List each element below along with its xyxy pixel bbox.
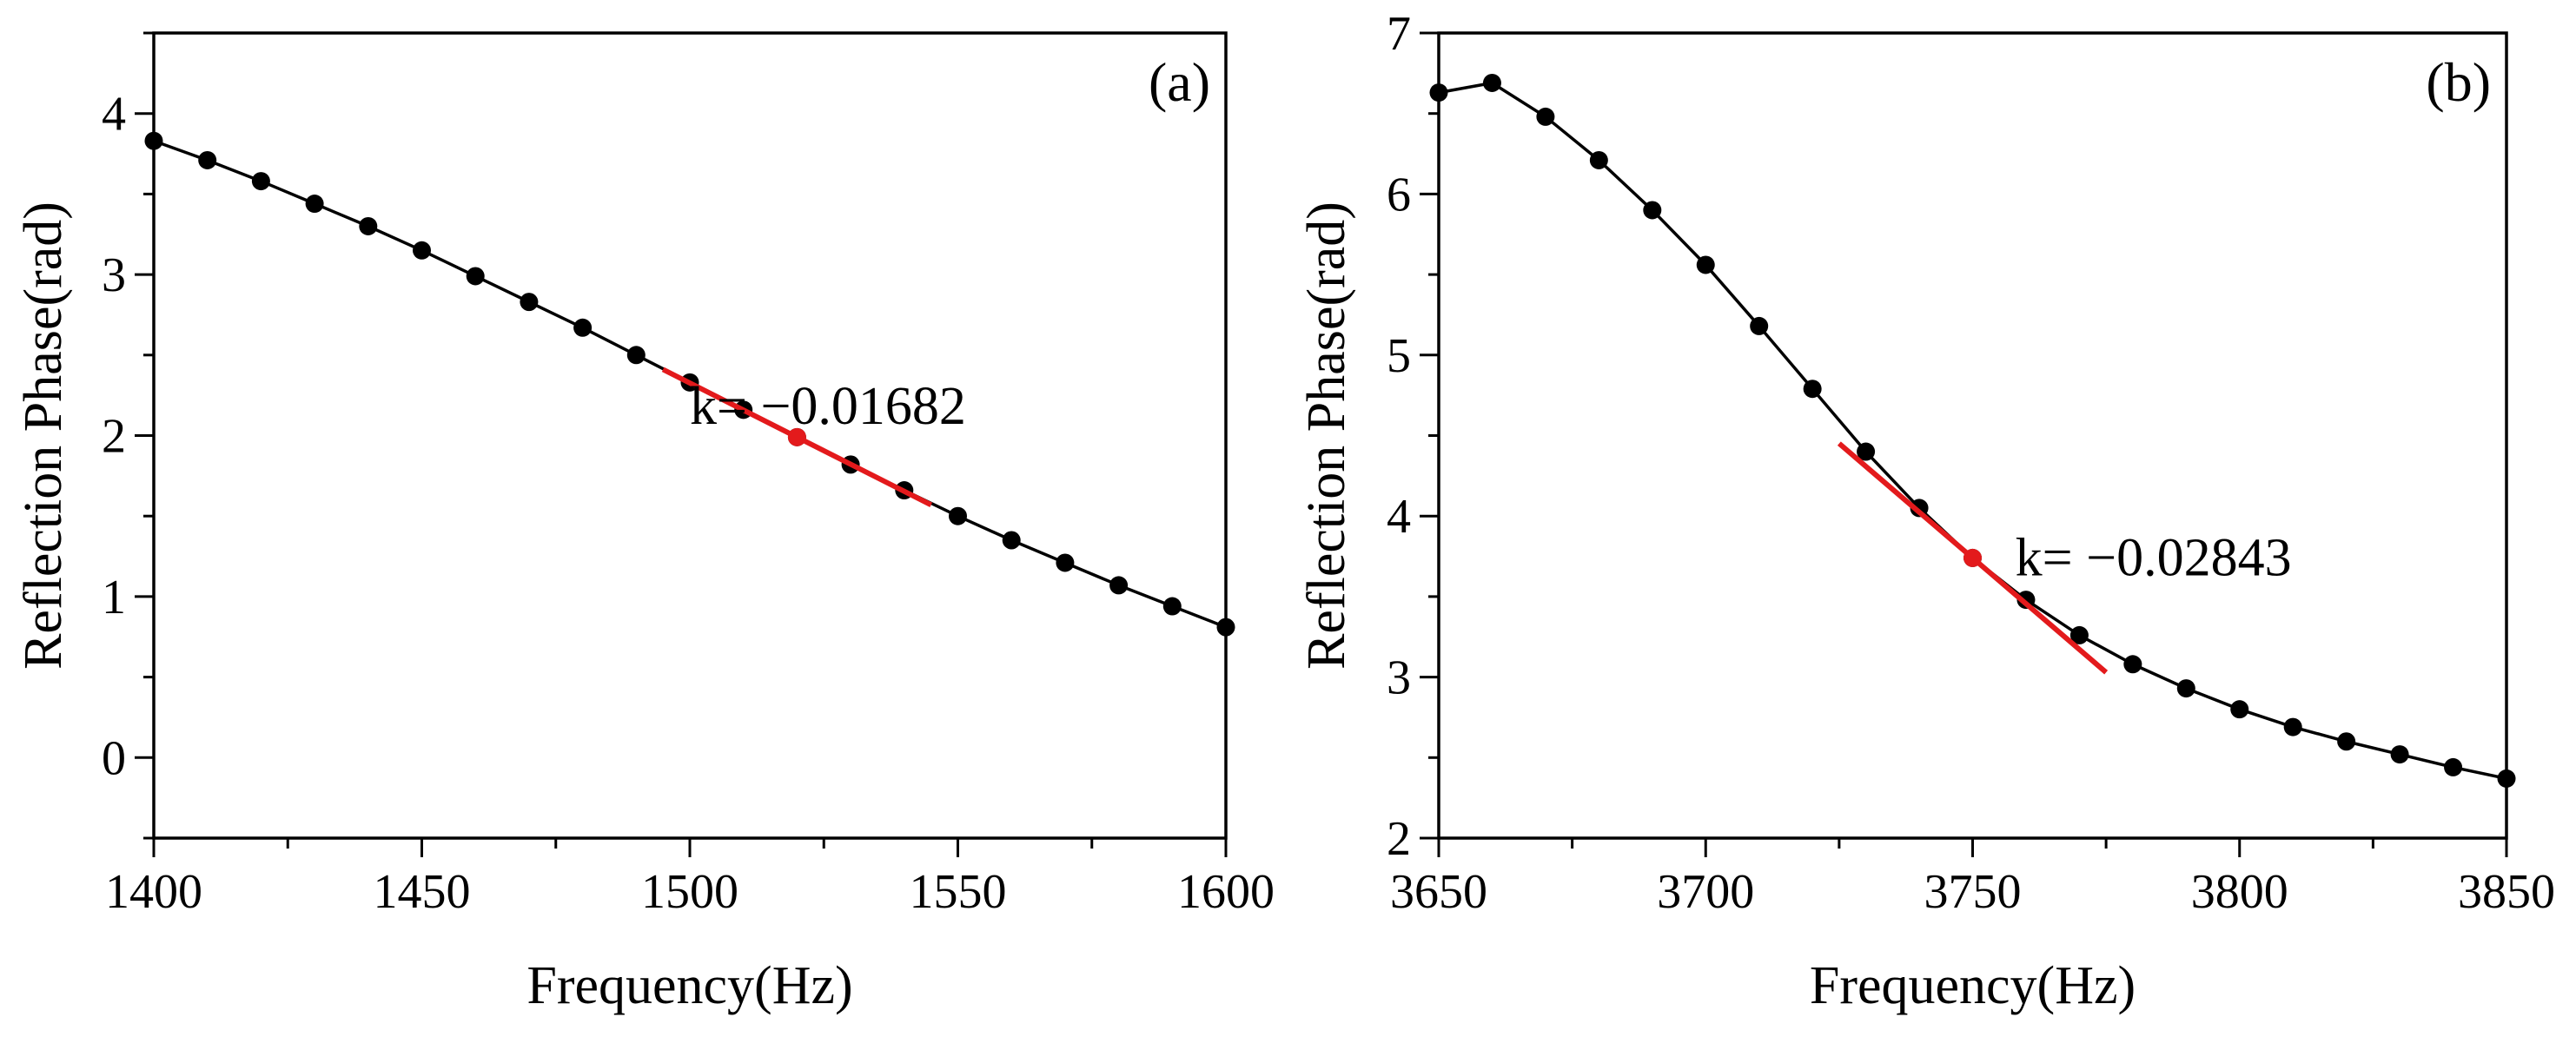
data-point [2176,679,2195,698]
plot-frame [1437,31,2508,840]
y-tick-label: 1 [102,571,126,624]
chart-panel-a: 1400 1450 1500 1550 1600 0 1 2 3 4 k= −0.01682 (a) F… [14,31,1275,1015]
data-point [413,241,431,260]
x-axis-title: Frequency(Hz) [526,956,852,1015]
y-tick-label: 4 [1387,490,1411,544]
x-tick-label: 3650 [1390,865,1487,919]
x-tick-label: 3750 [1924,865,2022,919]
data-point [305,195,324,214]
data-point [1589,150,1608,169]
panel-label: (a) [1149,51,1210,113]
data-point [1643,201,1662,220]
x-tick-label: 1500 [641,865,738,919]
data-point [2123,655,2142,674]
y-tick-label: 2 [1387,812,1411,866]
tangent-point [1963,548,1982,567]
x-tick-label: 3700 [1657,865,1754,919]
y-tick-label: 2 [102,410,126,464]
tangent-point [787,427,806,446]
panel-label: (b) [2426,51,2491,113]
data-point [1696,255,1715,274]
data-point [1002,531,1021,550]
data-point [1536,107,1555,126]
y-tick-label: 3 [102,248,126,302]
x-tick-label: 1450 [374,865,471,919]
slope-annotation: k= −0.01682 [690,377,966,436]
data-point [1056,553,1075,572]
x-tick-label: 1600 [1177,865,1275,919]
data-point [198,150,217,169]
data-point [1162,597,1182,616]
data-point [1109,576,1129,595]
data-point [2444,757,2463,776]
y-tick-label: 4 [102,88,126,142]
data-point [1750,316,1769,335]
data-point [2390,745,2409,764]
data-point [949,506,967,525]
data-point [251,172,270,191]
y-tick-label: 7 [1387,7,1411,61]
x-tick-label: 1400 [105,865,202,919]
x-tick-label: 3800 [2191,865,2288,919]
y-tick-label: 5 [1387,329,1411,383]
data-point [626,346,646,365]
y-tick-label: 6 [1387,168,1411,221]
data-point [466,267,485,286]
x-tick-label: 3850 [2458,865,2555,919]
y-axis-title: Reflection Phase(rad) [1297,201,1356,670]
data-point [1482,73,1501,92]
data-point [1803,380,1822,399]
y-tick-label: 3 [1387,651,1411,705]
y-tick-label: 0 [102,731,126,785]
x-axis-title: Frequency(Hz) [1810,956,2136,1015]
data-point [1857,442,1876,461]
slope-annotation: k= −0.02843 [2016,528,2292,587]
plot-frame [152,31,1228,840]
x-tick-label: 1550 [910,865,1007,919]
series-line [1438,81,2507,781]
data-point [2283,717,2302,736]
chart-panel-b: 3650 3700 3750 3800 3850 2 3 4 5 6 7 k= −0.02843 (b)… [1297,7,2555,1015]
data-point [2069,625,2089,644]
data-point [573,318,593,337]
data-point [359,216,378,235]
y-axis-title: Reflection Phase(rad) [14,201,73,670]
data-point [520,293,539,312]
data-point [2230,700,2249,719]
data-point [2337,732,2356,751]
data-point [1910,499,1929,518]
